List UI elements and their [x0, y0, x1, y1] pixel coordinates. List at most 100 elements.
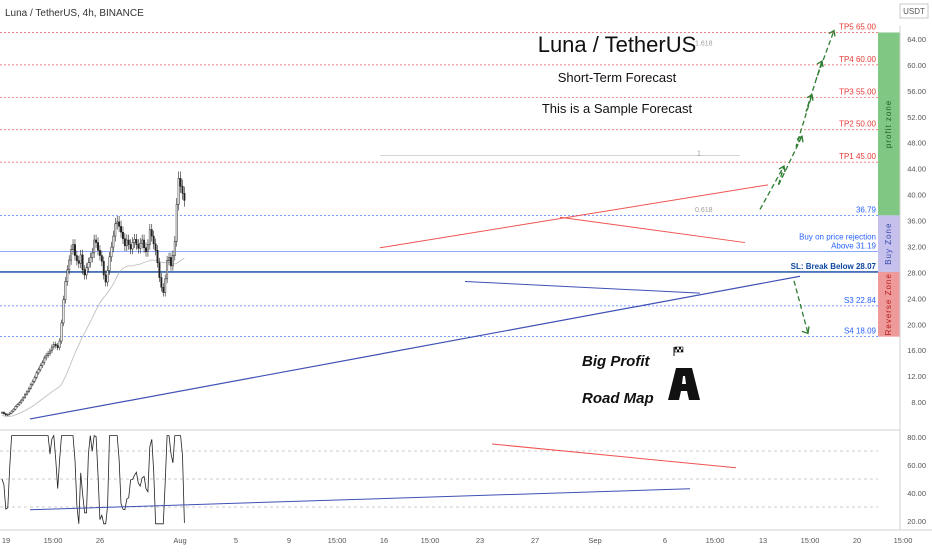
candle-body [137, 244, 140, 249]
rsi-resistance-trendline [491, 443, 737, 469]
candle [148, 223, 151, 250]
candle [145, 242, 147, 257]
candle [146, 239, 149, 257]
candle-body [43, 357, 46, 363]
rsi-tick-label: 60.00 [907, 461, 926, 470]
annotation-road-map: Road Map [582, 390, 654, 407]
candle [18, 401, 21, 406]
forecast-arrowhead [796, 135, 804, 143]
candle-body [68, 259, 71, 271]
price-tick-label: 52.00 [907, 113, 926, 122]
candle [1, 411, 3, 414]
candle [35, 370, 38, 380]
candle [162, 283, 165, 297]
candle [87, 257, 90, 273]
price-tick-label: 40.00 [907, 191, 926, 200]
level-label-10: S4 18.09 [844, 327, 877, 336]
price-tick-label: 16.00 [907, 346, 926, 355]
currency-badge: USDT [903, 7, 925, 16]
candle [29, 382, 32, 391]
price-tick-label: 32.00 [907, 242, 926, 251]
forecast-path-up [759, 30, 835, 210]
candle-body [58, 340, 61, 348]
candle-body [56, 345, 59, 348]
candle-body [177, 178, 180, 205]
forecast-arrowhead [806, 93, 814, 101]
candle [173, 235, 176, 261]
candle-body [14, 406, 17, 410]
candle [52, 341, 55, 350]
candle-body [70, 249, 73, 261]
candle [118, 216, 121, 233]
candle-body [118, 221, 121, 227]
time-tick-label: 23 [476, 536, 484, 545]
candle [50, 344, 53, 354]
candle [133, 233, 136, 248]
candle [137, 239, 140, 254]
chart-subtitle-2: This is a Sample Forecast [542, 101, 693, 116]
candle-body [52, 344, 55, 348]
candle [158, 257, 161, 282]
candle-body [123, 238, 126, 247]
candle-body [66, 269, 69, 282]
candle-body [10, 410, 13, 414]
candle [123, 233, 126, 252]
candle-body [179, 178, 182, 187]
candle-body [47, 353, 50, 356]
candle-body [41, 362, 44, 367]
candle [95, 234, 98, 248]
candle [68, 255, 71, 275]
zone-label-2: Reverse Zone [884, 273, 893, 335]
candle-body [152, 235, 155, 245]
time-tick-label: Sep [588, 536, 601, 545]
candle [79, 249, 82, 269]
price-tick-label: 24.00 [907, 294, 926, 303]
candle [116, 216, 119, 230]
level-label-5: 36.79 [856, 205, 877, 214]
road-icon [668, 368, 700, 400]
candle [77, 255, 80, 269]
price-tick-label: 28.00 [907, 268, 926, 277]
candle [37, 367, 40, 375]
trendlines-layer [1, 184, 801, 420]
annotation-big-profit: Big Profit [582, 353, 650, 370]
candle [100, 250, 103, 267]
symbol-header[interactable]: Luna / TetherUS, 4h, BINANCE [5, 8, 144, 19]
candle-body [20, 399, 23, 403]
candle-body [29, 384, 32, 389]
rsi-tick-label: 80.00 [907, 433, 926, 442]
candle [20, 398, 23, 404]
time-tick-label: Aug [173, 536, 186, 545]
candle-body [102, 261, 105, 276]
price-tick-label: 20.00 [907, 320, 926, 329]
major-support-trendline [29, 275, 801, 420]
time-tick-label: 27 [531, 536, 539, 545]
candle [93, 234, 96, 258]
candle-body [131, 242, 134, 250]
zone-label-0: profit zone [884, 100, 893, 148]
price-tick-label: 36.00 [907, 217, 926, 226]
currency-badge-box[interactable] [899, 3, 929, 19]
candle-body [8, 412, 11, 415]
candle [58, 338, 61, 351]
candle [70, 244, 73, 265]
candle-body [1, 412, 3, 414]
candle-body [108, 256, 111, 271]
candle-body [116, 221, 119, 225]
time-tick-label: 9 [287, 536, 291, 545]
candle [156, 245, 159, 268]
candle-body [85, 267, 88, 276]
candle [6, 413, 9, 417]
candle-body [24, 394, 26, 398]
candle [122, 226, 124, 245]
candle-body [54, 344, 57, 346]
level-label-7: Above 31.19 [831, 242, 876, 251]
level-label-1: TP4 60.00 [839, 55, 876, 64]
fib-label-1: 1 [697, 151, 701, 158]
candle-body [72, 244, 74, 250]
level-label-8: SL: Break Below 28.07 [791, 262, 877, 271]
candle [10, 410, 13, 415]
candle-body [173, 241, 176, 256]
